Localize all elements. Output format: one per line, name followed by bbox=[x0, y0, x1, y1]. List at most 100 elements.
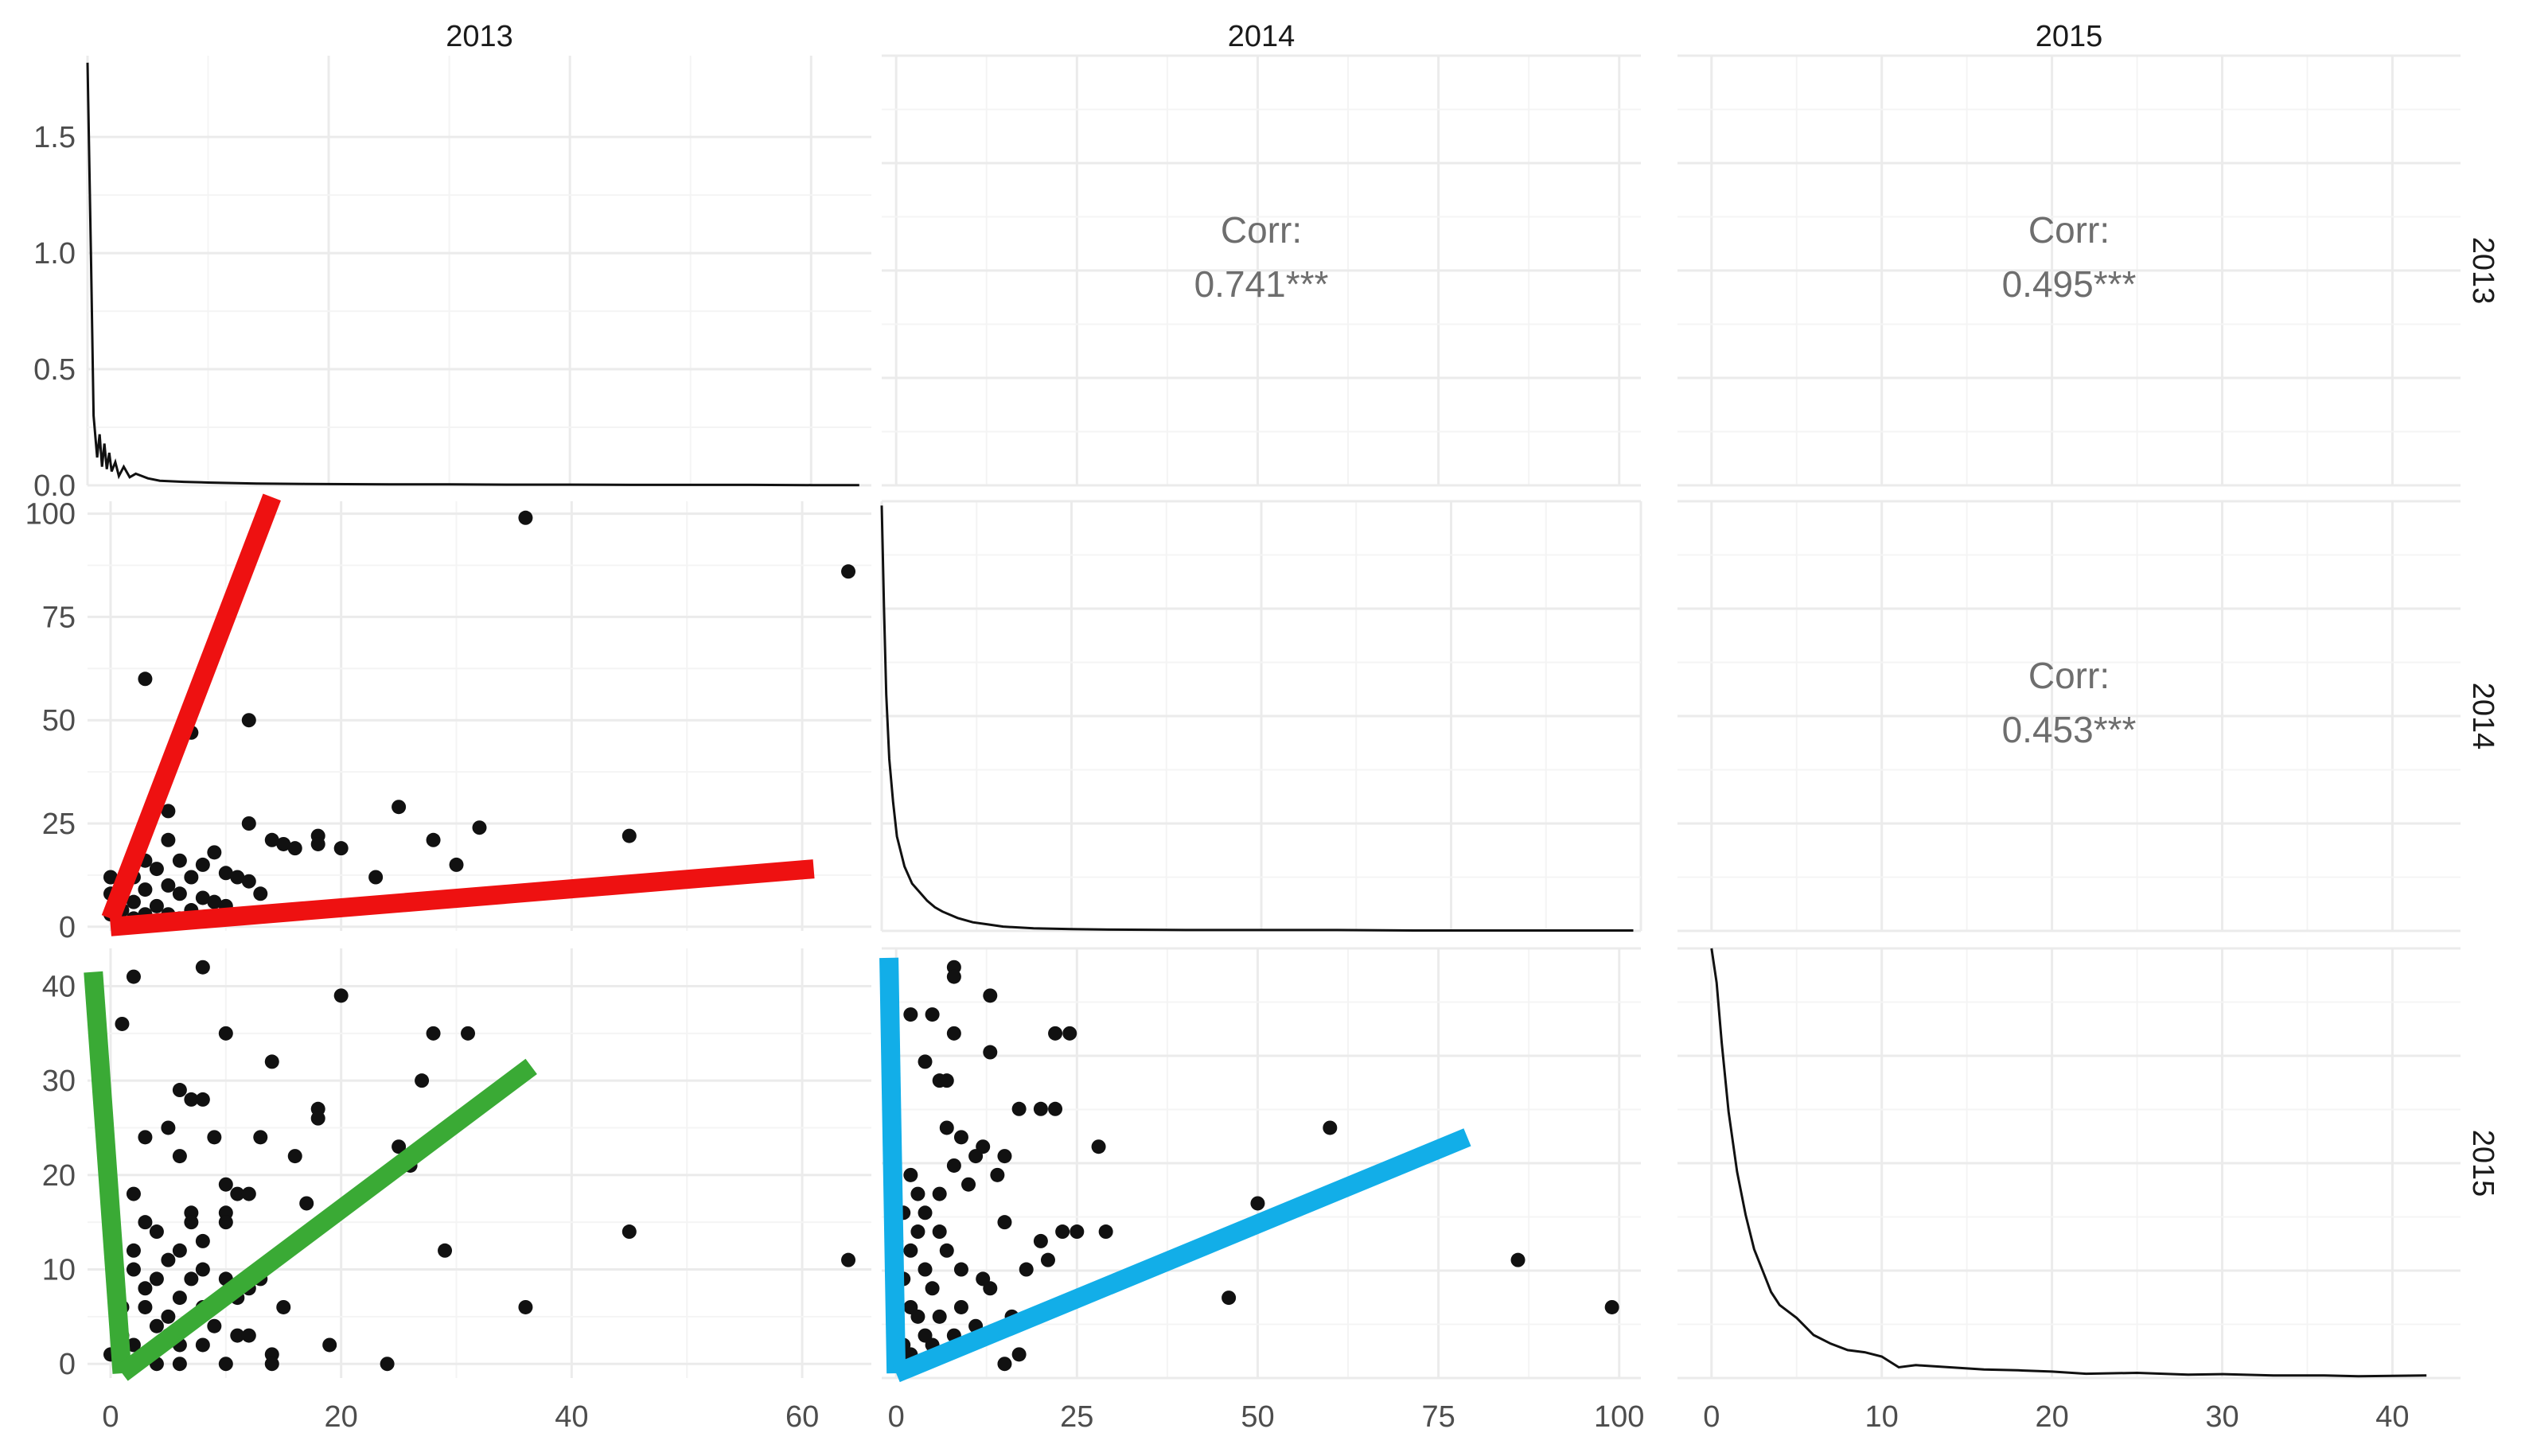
scatter-point bbox=[218, 1357, 233, 1372]
scatter-point bbox=[195, 857, 210, 872]
facet-strip-right-2013: 2013 bbox=[2466, 237, 2500, 305]
scatter-points bbox=[103, 960, 856, 1372]
y-tick-label: 10 bbox=[42, 1254, 76, 1287]
scatter-point bbox=[149, 862, 164, 877]
scatter-point bbox=[1070, 1224, 1085, 1240]
scatter-point bbox=[161, 804, 176, 819]
scatter-point bbox=[195, 1092, 210, 1107]
scatter-point bbox=[218, 866, 233, 881]
scatter-point bbox=[172, 1243, 187, 1258]
scatter-point bbox=[161, 1252, 176, 1267]
scatter-point bbox=[126, 1262, 141, 1277]
scatter-point bbox=[207, 1318, 222, 1333]
scatter-point bbox=[241, 874, 256, 889]
x-tick-label: 75 bbox=[1421, 1400, 1455, 1434]
scatter-point bbox=[253, 1130, 268, 1145]
scatter-point bbox=[903, 1243, 918, 1258]
scatter-point bbox=[1011, 1347, 1027, 1362]
scatter-point bbox=[241, 1186, 256, 1201]
panel-r0-c0 bbox=[86, 56, 871, 487]
x-tick-label: 30 bbox=[2205, 1400, 2239, 1434]
panel-r2-c1 bbox=[879, 947, 1641, 1383]
density-line-2014 bbox=[880, 505, 1634, 932]
scatter-point bbox=[138, 882, 153, 897]
scatter-point bbox=[276, 1299, 291, 1314]
panel-r2-c0 bbox=[84, 948, 871, 1381]
highlight-line bbox=[879, 957, 906, 1374]
scatter-point bbox=[939, 1073, 954, 1088]
scatter-point bbox=[126, 1243, 141, 1258]
panel-gridlines bbox=[1677, 54, 2461, 487]
scatter-point bbox=[1510, 1252, 1525, 1267]
highlight-line bbox=[892, 1128, 1471, 1383]
scatter-point bbox=[983, 988, 998, 1003]
scatter-point bbox=[461, 1026, 476, 1041]
scatter-point bbox=[161, 1120, 176, 1135]
scatter-point bbox=[1048, 1101, 1063, 1116]
x-tick-label: 0 bbox=[888, 1400, 905, 1434]
corr-label: Corr: bbox=[2028, 209, 2110, 251]
scatter-point bbox=[932, 1186, 947, 1201]
panel-gridlines bbox=[882, 947, 1641, 1380]
scatter-point bbox=[426, 1026, 441, 1041]
scatter-point bbox=[287, 841, 302, 856]
scatter-point bbox=[1091, 1139, 1106, 1154]
scatter-point bbox=[333, 841, 349, 856]
corr-label: Corr: bbox=[1221, 209, 1302, 251]
x-tick-label: 10 bbox=[1865, 1400, 1899, 1434]
scatter-point bbox=[1055, 1224, 1070, 1240]
facet-strip-right-2014: 2014 bbox=[2466, 683, 2500, 750]
scatter-point bbox=[368, 870, 384, 885]
scatter-point bbox=[621, 828, 637, 843]
panel-gridlines bbox=[1677, 500, 2461, 932]
scatter-point bbox=[997, 1357, 1012, 1372]
scatter-point bbox=[903, 1007, 918, 1022]
scatter-point bbox=[310, 836, 325, 851]
facet-strip-top-2014: 2014 bbox=[1228, 20, 1296, 53]
highlight-line bbox=[101, 493, 281, 922]
highlight-line bbox=[84, 971, 132, 1374]
scatter-point bbox=[333, 988, 349, 1003]
scatter-point bbox=[149, 898, 164, 913]
x-tick-label: 25 bbox=[1060, 1400, 1093, 1434]
x-tick-label: 60 bbox=[785, 1400, 819, 1434]
scatter-point bbox=[195, 1262, 210, 1277]
scatter-point bbox=[184, 870, 199, 885]
scatter-point bbox=[230, 870, 245, 885]
scatter-point bbox=[241, 816, 256, 831]
scatter-point bbox=[172, 1291, 187, 1306]
scatter-point bbox=[953, 1130, 968, 1145]
scatter-point bbox=[415, 1073, 430, 1088]
x-tick-label: 20 bbox=[325, 1400, 358, 1434]
scatter-point bbox=[218, 1026, 233, 1041]
scatter-point bbox=[138, 672, 153, 687]
corr-value: 0.495*** bbox=[2002, 263, 2137, 305]
y-tick-label: 1.0 bbox=[33, 237, 76, 271]
scatter-point bbox=[1011, 1101, 1027, 1116]
scatter-point bbox=[990, 1167, 1005, 1182]
scatter-point bbox=[195, 960, 210, 975]
scatter-point bbox=[149, 1271, 164, 1287]
scatter-point bbox=[287, 1149, 302, 1164]
scatter-point bbox=[1323, 1120, 1338, 1135]
scatter-point bbox=[1604, 1299, 1619, 1314]
panel-r0-c2: Corr: 0.495*** bbox=[1677, 54, 2461, 487]
scatter-points bbox=[889, 960, 1619, 1372]
scatter-point bbox=[172, 1357, 187, 1372]
scatter-point bbox=[207, 1130, 222, 1145]
density-line-2013 bbox=[86, 62, 859, 487]
scatter-point bbox=[276, 836, 291, 851]
y-tick-label: 30 bbox=[42, 1065, 76, 1098]
scatter-point bbox=[195, 890, 210, 905]
x-tick-label: 0 bbox=[102, 1400, 119, 1434]
scatter-point bbox=[953, 1299, 968, 1314]
x-tick-label: 40 bbox=[2375, 1400, 2409, 1434]
x-tick-label: 50 bbox=[1241, 1400, 1274, 1434]
scatter-point bbox=[918, 1054, 933, 1069]
scatter-point bbox=[472, 820, 487, 835]
scatter-point bbox=[1048, 1026, 1063, 1041]
scatter-point bbox=[126, 969, 141, 984]
scatter-point bbox=[1019, 1262, 1034, 1277]
